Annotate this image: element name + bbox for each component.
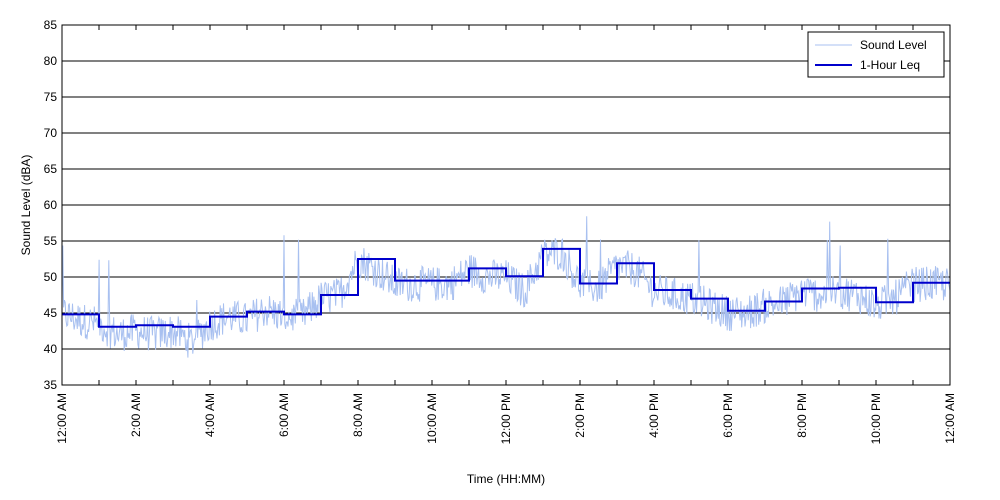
x-tick-label-8: 4:00 PM [647,393,661,438]
legend-label-sound-level: Sound Level [860,38,927,52]
x-tick-label-9: 6:00 PM [721,393,735,438]
legend-label-leq: 1-Hour Leq [860,58,920,72]
legend: Sound Level 1-Hour Leq [807,31,945,78]
x-tick-label-10: 8:00 PM [795,393,809,438]
x-axis-title: Time (HH:MM) [467,472,545,486]
y-tick-label-9: 80 [44,54,58,68]
x-tick-label-11: 10:00 PM [869,393,883,444]
x-tick-label-0: 12:00 AM [55,393,69,444]
legend-box [807,31,945,78]
x-tick-label-12: 12:00 AM [943,393,957,444]
y-tick-label-6: 65 [44,162,58,176]
x-tick-label-2: 4:00 AM [203,393,217,437]
y-tick-label-1: 40 [44,342,58,356]
plot-frame [61,24,951,386]
y-tick-label-10: 85 [44,18,58,32]
y-tick-label-7: 70 [44,126,58,140]
x-tick-label-7: 2:00 PM [573,393,587,438]
x-tick-label-1: 2:00 AM [129,393,143,437]
series [61,216,951,358]
y-tick-label-5: 60 [44,198,58,212]
y-ticks: 35 40 45 50 55 60 65 70 75 80 85 [44,18,58,392]
x-tick-label-6: 12:00 PM [499,393,513,444]
y-tick-label-2: 45 [44,306,58,320]
series-leq-step-line [62,247,950,328]
x-tick-label-3: 6:00 AM [277,393,291,437]
x-ticks: 12:00 AM 2:00 AM 4:00 AM 6:00 AM 8:00 AM 10:0… [55,25,957,444]
x-tick-label-5: 10:00 AM [425,393,439,444]
y-tick-label-0: 35 [44,378,58,392]
y-tick-label-3: 50 [44,270,58,284]
y-tick-label-4: 55 [44,234,58,248]
y-axis-title: Sound Level (dBA) [19,155,33,256]
y-tick-label-8: 75 [44,90,58,104]
x-tick-label-4: 8:00 AM [351,393,365,437]
